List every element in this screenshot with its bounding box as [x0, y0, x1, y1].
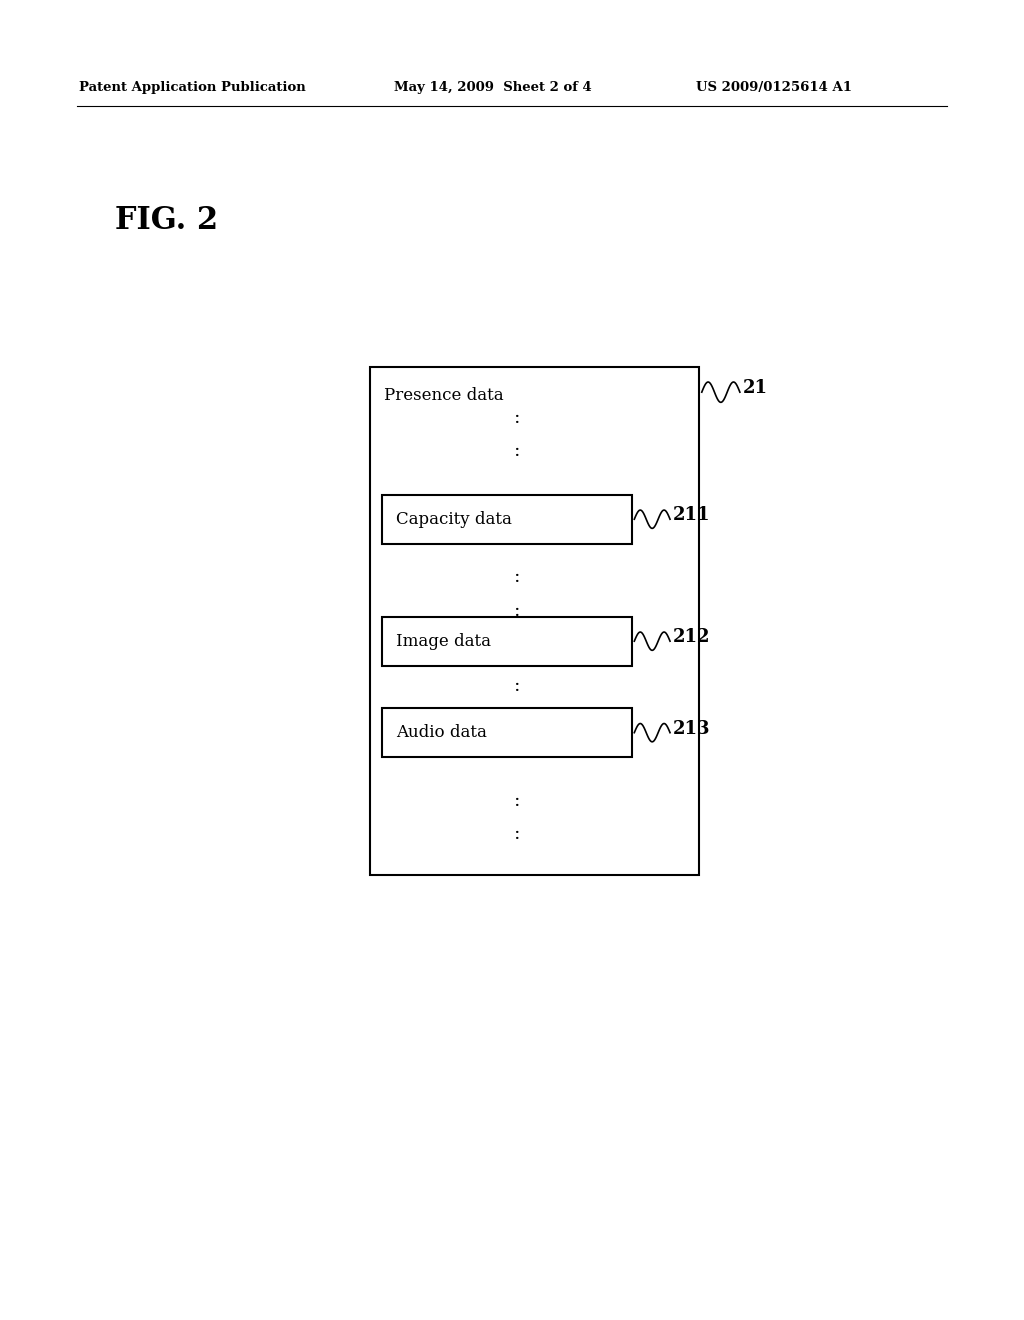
Text: Image data: Image data — [396, 632, 492, 649]
Bar — [382, 616, 632, 665]
Text: May 14, 2009  Sheet 2 of 4: May 14, 2009 Sheet 2 of 4 — [394, 81, 592, 94]
Text: 21: 21 — [743, 379, 768, 397]
Bar — [382, 709, 632, 758]
Text: Capacity data: Capacity data — [396, 511, 512, 528]
Text: :: : — [514, 792, 520, 809]
Text: 211: 211 — [673, 506, 711, 524]
Text: :: : — [514, 442, 520, 461]
Text: 213: 213 — [673, 719, 711, 738]
Text: 212: 212 — [673, 628, 711, 645]
Text: FIG. 2: FIG. 2 — [115, 205, 218, 236]
Text: Presence data: Presence data — [384, 387, 504, 404]
Bar — [370, 367, 699, 875]
Text: :: : — [514, 409, 520, 426]
Text: US 2009/0125614 A1: US 2009/0125614 A1 — [696, 81, 852, 94]
Bar — [382, 495, 632, 544]
Text: Patent Application Publication: Patent Application Publication — [79, 81, 305, 94]
Text: :: : — [514, 825, 520, 843]
Text: :: : — [514, 568, 520, 586]
Text: Audio data: Audio data — [396, 725, 487, 741]
Text: :: : — [514, 602, 520, 619]
Text: :: : — [514, 677, 520, 694]
